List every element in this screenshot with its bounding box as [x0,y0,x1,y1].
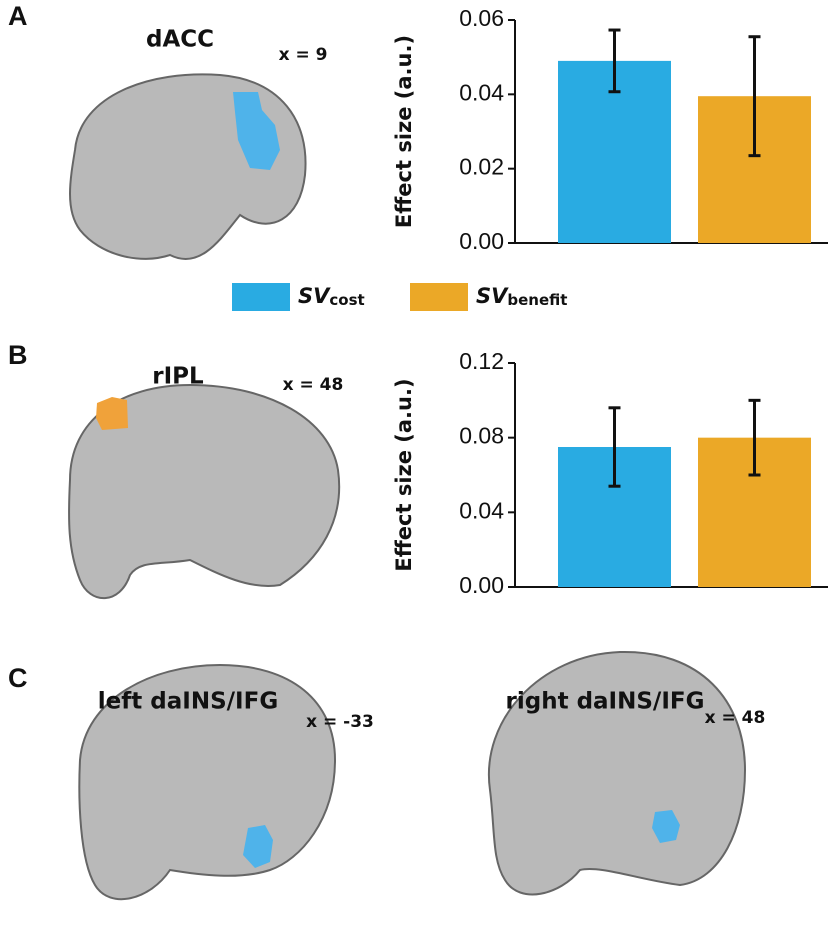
legend-symbol: SV [476,284,509,308]
y-tick-label: 0.06 [459,5,504,31]
blob [652,810,680,843]
region-label: left daINS/IFG [98,689,278,715]
legend-symbol: SV [298,284,331,308]
y-tick-label: 0.00 [459,572,504,598]
legend-swatch [232,283,290,311]
blob [233,92,280,170]
y-tick-label: 0.02 [459,154,504,180]
panel-label: B [8,340,28,370]
brain-right-dains [487,650,747,896]
coord-label: x = -33 [306,712,374,732]
panel-label: A [8,1,28,31]
region-label: right daINS/IFG [506,689,705,715]
y-axis-label: Effect size (a.u.) [392,35,416,228]
activation-blobs [96,92,680,868]
panel-label: C [8,663,28,693]
region-label: dACC [146,27,214,53]
legend-subscript: benefit [507,291,567,309]
y-tick-label: 0.00 [459,228,504,254]
blob [243,825,273,868]
region-label: rIPL [152,364,204,390]
y-tick-label: 0.08 [459,423,504,449]
brain-ripl [68,383,341,600]
coord-label: x = 9 [279,45,328,65]
brain-images [68,73,747,901]
y-tick-label: 0.12 [459,348,504,374]
coord-label: x = 48 [705,708,766,728]
legend-subscript: cost [329,291,364,309]
legend-swatch [410,283,468,311]
coord-label: x = 48 [283,375,344,395]
y-axis-label: Effect size (a.u.) [392,378,416,571]
y-tick-label: 0.04 [459,497,504,523]
legend-label: SVbenefit [476,284,567,309]
blob [96,397,128,430]
y-tick-label: 0.04 [459,79,504,105]
legend-label: SVcost [298,284,365,309]
